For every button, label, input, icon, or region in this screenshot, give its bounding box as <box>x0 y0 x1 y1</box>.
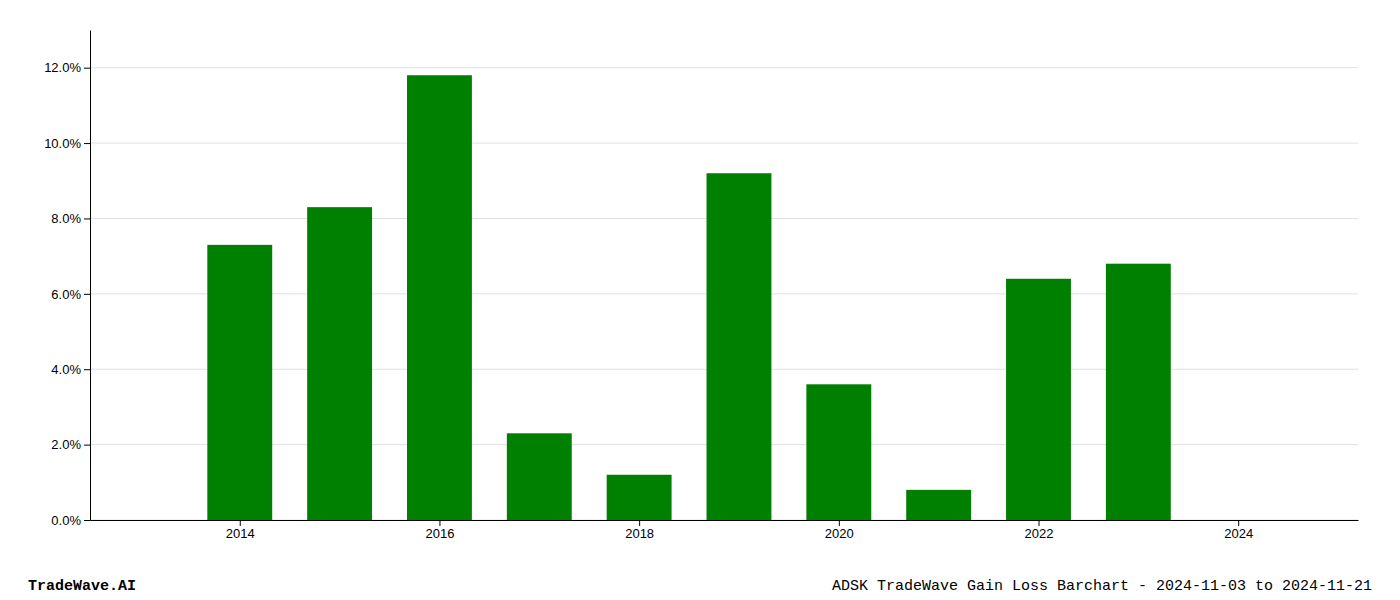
bar <box>806 384 871 520</box>
x-tick: 2022 <box>1025 520 1054 541</box>
y-tick-mark <box>84 143 90 144</box>
y-tick: 0.0% <box>51 513 90 528</box>
x-tick-label: 2022 <box>1025 526 1054 541</box>
y-tick: 8.0% <box>51 211 90 226</box>
y-tick-label: 2.0% <box>51 437 81 452</box>
x-tick-label: 2014 <box>226 526 255 541</box>
bar <box>207 245 272 520</box>
x-tick: 2016 <box>425 520 454 541</box>
y-tick: 6.0% <box>51 287 90 302</box>
bar <box>607 475 672 520</box>
x-tick-mark <box>839 520 840 526</box>
bar <box>1006 279 1071 520</box>
y-tick-mark <box>84 445 90 446</box>
x-axis-line <box>91 520 1359 521</box>
y-tick-label: 6.0% <box>51 287 81 302</box>
bar <box>307 207 372 520</box>
y-tick-mark <box>84 68 90 69</box>
bar <box>407 75 472 520</box>
y-tick-label: 0.0% <box>51 513 81 528</box>
y-tick: 4.0% <box>51 362 90 377</box>
x-tick-mark <box>1039 520 1040 526</box>
y-tick-label: 4.0% <box>51 362 81 377</box>
y-axis-line <box>90 31 91 521</box>
x-axis: 2014 2016 2018 2020 2022 2024 <box>91 520 1359 541</box>
bar <box>906 490 971 520</box>
x-tick-mark <box>639 520 640 526</box>
x-tick-mark <box>240 520 241 526</box>
x-tick-label: 2016 <box>425 526 454 541</box>
y-tick-label: 12.0% <box>44 60 81 75</box>
x-tick: 2024 <box>1224 520 1253 541</box>
grid <box>90 68 1358 520</box>
y-tick-label: 8.0% <box>51 211 81 226</box>
grid-line <box>90 143 1358 144</box>
y-tick-mark <box>84 218 90 219</box>
x-tick: 2014 <box>226 520 255 541</box>
bar <box>1106 264 1171 520</box>
y-tick-label: 10.0% <box>44 136 81 151</box>
x-tick-mark <box>439 520 440 526</box>
chart-container: 0.0%2.0%4.0%6.0%8.0%10.0%12.0%2014201620… <box>0 0 1400 600</box>
y-tick-mark <box>84 520 90 521</box>
bar <box>707 173 772 520</box>
x-tick-label: 2024 <box>1224 526 1253 541</box>
grid-line <box>90 67 1358 68</box>
bars <box>207 75 1170 520</box>
y-tick-mark <box>84 294 90 295</box>
title: ADSK TradeWave Gain Loss Barchart - 2024… <box>832 578 1372 595</box>
bar <box>1206 520 1271 521</box>
y-axis: 0.0% 2.0% 4.0% 6.0% 8.0% 10.0% 12.0% <box>44 31 90 528</box>
y-tick: 12.0% <box>44 60 90 75</box>
x-tick: 2018 <box>625 520 654 541</box>
y-tick-mark <box>84 369 90 370</box>
x-tick-label: 2018 <box>625 526 654 541</box>
y-tick: 2.0% <box>51 437 90 452</box>
watermark: TradeWave.AI <box>28 578 136 595</box>
x-tick: 2020 <box>825 520 854 541</box>
x-tick-label: 2020 <box>825 526 854 541</box>
chart-svg: 0.0%2.0%4.0%6.0%8.0%10.0%12.0%2014201620… <box>0 0 1400 600</box>
x-tick-mark <box>1238 520 1239 526</box>
bar <box>507 433 572 520</box>
y-tick: 10.0% <box>44 136 90 151</box>
